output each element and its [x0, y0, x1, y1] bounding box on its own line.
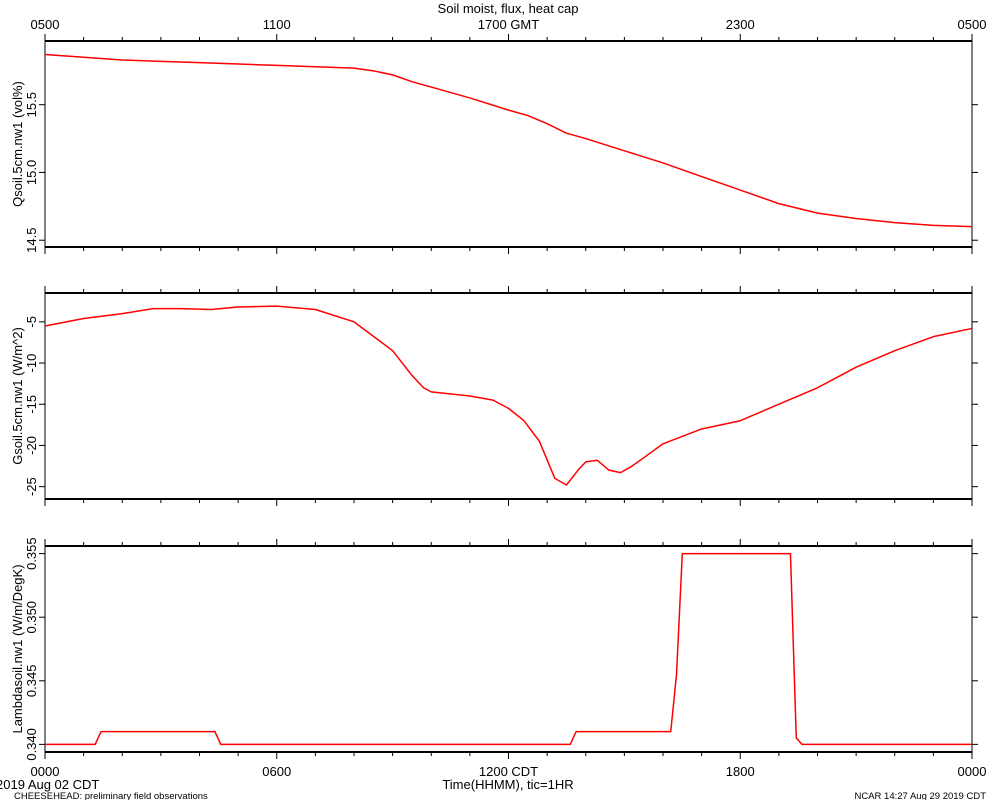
panel-3-frame [44, 545, 973, 753]
y-tick-label: 0.355 [24, 537, 39, 570]
y-tick-label: -10 [24, 354, 39, 373]
y-axis-label: Qsoil.5cm.nw1 (vol%) [10, 81, 25, 207]
y-tick-label: 14.5 [24, 228, 39, 253]
series-3-line [45, 552, 972, 746]
series-1-line [44, 53, 973, 228]
y-tick-label: -25 [24, 477, 39, 496]
y-tick-label: -5 [24, 316, 39, 328]
footer-right-note: NCAR 14:27 Aug 29 2019 CDT [855, 791, 987, 800]
bottom-tick-label: 1800 [726, 764, 755, 779]
bottom-tick-label: 0000 [31, 764, 60, 779]
y-axis-label: Gsoil.5cm.nw1 (W/m^2) [10, 327, 25, 465]
y-tick-label: 15.5 [24, 92, 39, 117]
bottom-tick-label: 1200 CDT [479, 764, 538, 779]
top-tick-label: 0500 [31, 17, 60, 32]
footer-left-note: CHEESEHEAD: preliminary field observatio… [14, 791, 208, 800]
bottom-time-axis: 0000 0600 1200 CDT 1800 0000 [31, 764, 987, 779]
y-tick-label: -15 [24, 395, 39, 414]
top-tick-label: 1700 GMT [478, 17, 539, 32]
bottom-tick-label: 0600 [262, 764, 291, 779]
chart-title: Soil moist, flux, heat cap [438, 1, 579, 16]
panel-2-frame [44, 292, 973, 500]
bottom-tick-label: 0000 [958, 764, 987, 779]
y-tick-label: -20 [24, 436, 39, 455]
y-tick-label: 0.340 [24, 728, 39, 761]
series-2-line [44, 305, 973, 486]
y-tick-label: 15.0 [24, 160, 39, 185]
y-tick-label: 0.350 [24, 601, 39, 634]
y-tick-label: 0.345 [24, 665, 39, 698]
top-tick-label: 0500 [958, 17, 987, 32]
top-time-axis: 0500 1100 1700 GMT 2300 0500 [31, 17, 987, 32]
top-tick-label: 1100 [263, 17, 291, 32]
top-tick-label: 2300 [726, 17, 755, 32]
y-axis-label: Lambdasoil.nw1 (W/m/DegK) [10, 564, 25, 733]
x-axis-label: Time(HHMM), tic=1HR [442, 777, 573, 792]
panel-1-frame [44, 40, 973, 248]
footer-date: 2019 Aug 02 CDT [0, 777, 99, 792]
